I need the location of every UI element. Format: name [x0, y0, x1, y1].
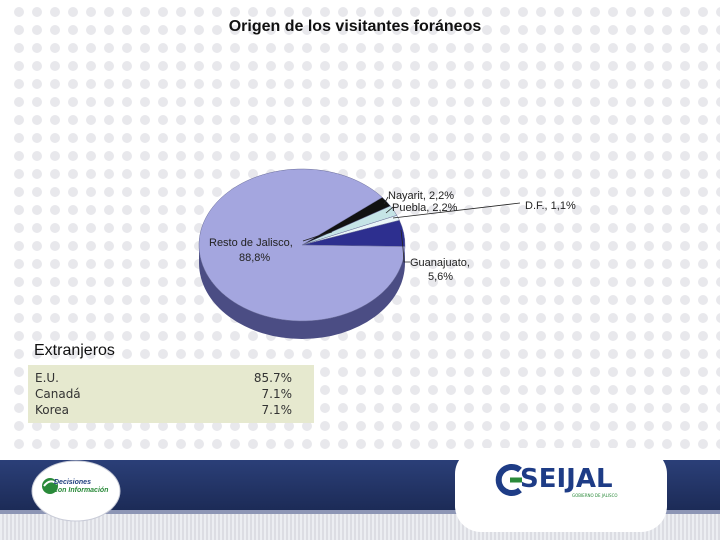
- leader-line-resto: [302, 231, 333, 242]
- slice-label-df: D.F., 1,1%: [525, 200, 576, 212]
- seijal-logo-subtitle: GOBIERNO DE JALISCO: [572, 493, 618, 498]
- row-percent: 7.1%: [261, 403, 293, 417]
- leader-line-nayarit: [383, 196, 389, 205]
- pie-slices: [198, 168, 406, 322]
- table-row: E.U. 85.7%: [28, 365, 314, 385]
- row-percent: 85.7%: [253, 371, 292, 385]
- row-country: Canadá: [35, 387, 81, 401]
- pie-depth: [199, 245, 405, 339]
- row-country: E.U.: [35, 371, 59, 385]
- leader-line-df: [392, 202, 521, 219]
- slice-label-guanajuato-line2: 5,6%: [428, 271, 453, 283]
- decisiones-line2: con Información: [54, 487, 109, 494]
- decisiones-logo: [31, 460, 121, 522]
- extranjeros-table: E.U. 85.7% Canadá 7.1% Korea 7.1%: [28, 365, 314, 423]
- table-row: Canadá 7.1%: [28, 381, 314, 401]
- decisiones-line1: Decisiones: [54, 479, 91, 486]
- extranjeros-heading: Extranjeros: [34, 342, 115, 359]
- leader-line-guanajuato: [400, 229, 410, 263]
- slice-label-resto-line1: Resto de Jalisco,: [209, 237, 293, 249]
- pie-side-face: [199, 245, 405, 339]
- slice-label-guanajuato-line1: Guanajuato,: [410, 257, 470, 269]
- seijal-o-icon: [495, 464, 522, 496]
- pie-slice-resto-de-jalisco: [198, 168, 406, 322]
- table-row: Korea 7.1%: [28, 397, 314, 417]
- row-country: Korea: [35, 403, 70, 417]
- leader-line-puebla: [385, 206, 394, 214]
- seijal-logo-wordmark: SEIJAL: [520, 464, 613, 494]
- decisiones-logo-text: Decisiones con Información: [54, 479, 108, 495]
- slice-label-puebla: Puebla, 2,2%: [392, 202, 458, 214]
- chart-title: Origen de los visitantes foráneos: [228, 18, 482, 35]
- slice-label-resto-line2: 88,8%: [239, 252, 270, 264]
- row-percent: 7.1%: [261, 387, 293, 401]
- seijal-logo-panel: [455, 448, 667, 532]
- slice-label-nayarit: Nayarit, 2,2%: [388, 190, 454, 202]
